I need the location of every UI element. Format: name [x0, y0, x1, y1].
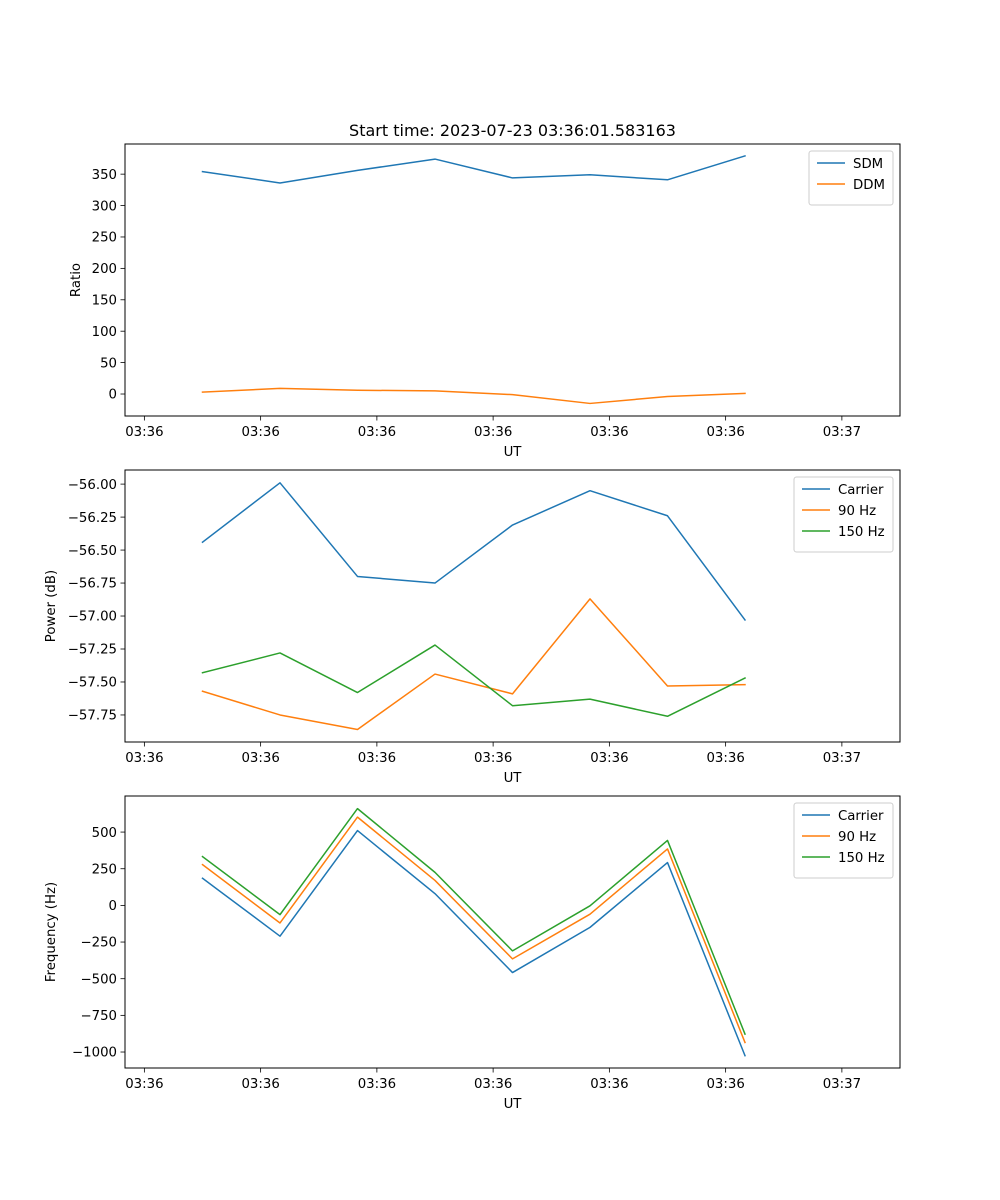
subplot-3: 03:36 03:36 03:36 03:36 03:36 03:36 03:37 −1000…: [44, 795, 901, 1112]
y-tick-label: −57.25: [68, 643, 117, 658]
y-tick-label: 250: [92, 862, 117, 877]
series-line-150-hz: [201, 807, 746, 1036]
x-tick-label: 03:36: [474, 425, 512, 440]
x-tick-label: 03:37: [823, 1077, 861, 1092]
legend: Carrier 90 Hz 150 Hz: [793, 476, 894, 553]
y-tick-label: 50: [100, 356, 117, 371]
x-tick-label: 03:37: [823, 751, 861, 766]
subplot-1: 03:36 03:36 03:36 03:36 03:36 03:36 03:37 0 50 10…: [69, 143, 901, 460]
legend-frame: [793, 802, 894, 879]
x-tick-label: 03:36: [125, 751, 163, 766]
legend-label: 150 Hz: [838, 525, 885, 540]
series-line-150-hz: [201, 644, 747, 718]
x-tick-label: 03:36: [474, 751, 512, 766]
chart-title: Start time: 2023-07-23 03:36:01.583163: [349, 121, 676, 140]
y-axis-label: Power (dB): [44, 570, 59, 642]
y-tick-label: −57.00: [68, 610, 117, 625]
y-tick-label: 250: [92, 231, 117, 246]
legend-label: DDM: [853, 178, 885, 193]
legend-frame: [793, 476, 894, 553]
y-tick-label: −57.75: [68, 709, 117, 724]
series-line-sdm: [201, 155, 746, 184]
series-line-carrier: [201, 829, 746, 1057]
x-tick-label: 03:36: [590, 1077, 628, 1092]
axes-frame: [124, 795, 901, 1069]
y-tick-label: −56.25: [68, 511, 117, 526]
y-axis-label: Frequency (Hz): [44, 882, 59, 982]
x-tick-label: 03:36: [125, 1077, 163, 1092]
x-tick-label: 03:36: [590, 425, 628, 440]
legend-label: Carrier: [838, 483, 884, 498]
y-tick-label: 300: [92, 199, 117, 214]
x-tick-label: 03:36: [358, 425, 396, 440]
x-axis-label: UT: [504, 771, 523, 786]
y-tick-label: 200: [92, 262, 117, 277]
y-tick-label: −56.00: [68, 478, 117, 493]
subplots: 03:36 03:36 03:36 03:36 03:36 03:36 03:37 0 50 10…: [44, 143, 901, 1112]
legend: SDM DDM: [808, 150, 894, 206]
series-line-90-hz: [201, 598, 746, 731]
legend-label: SDM: [853, 157, 883, 172]
y-tick-label: 0: [109, 388, 117, 403]
x-axis-label: UT: [504, 1097, 523, 1112]
axes-frame: [124, 143, 901, 417]
y-tick-label: −250: [80, 936, 117, 951]
y-tick-label: −56.75: [68, 577, 117, 592]
x-tick-label: 03:36: [241, 1077, 279, 1092]
x-tick-label: 03:36: [706, 425, 744, 440]
x-tick-label: 03:36: [474, 1077, 512, 1092]
series-line-ddm: [201, 387, 746, 405]
legend-frame: [808, 150, 894, 206]
y-tick-label: −56.50: [68, 544, 117, 559]
x-tick-label: 03:36: [358, 751, 396, 766]
x-tick-label: 03:36: [590, 751, 628, 766]
x-tick-label: 03:36: [706, 1077, 744, 1092]
y-tick-label: 150: [92, 293, 117, 308]
legend-label: 150 Hz: [838, 851, 885, 866]
y-tick-label: 500: [92, 826, 117, 841]
legend-label: 90 Hz: [838, 504, 876, 519]
axes-frame: [124, 469, 901, 743]
x-axis-label: UT: [504, 445, 523, 460]
x-tick-label: 03:36: [358, 1077, 396, 1092]
y-tick-label: 0: [109, 899, 117, 914]
y-tick-label: −750: [80, 1009, 117, 1024]
y-tick-label: −500: [80, 972, 117, 987]
legend-label: Carrier: [838, 809, 884, 824]
x-tick-label: 03:36: [706, 751, 744, 766]
series-line-carrier: [201, 482, 747, 622]
subplot-2: 03:36 03:36 03:36 03:36 03:36 03:36 03:37 −57.7…: [44, 469, 901, 786]
legend-label: 90 Hz: [838, 830, 876, 845]
y-tick-label: −57.50: [68, 676, 117, 691]
y-tick-label: 100: [92, 325, 117, 340]
x-tick-label: 03:37: [823, 425, 861, 440]
legend: Carrier 90 Hz 150 Hz: [793, 802, 894, 879]
x-tick-label: 03:36: [125, 425, 163, 440]
y-tick-label: 350: [92, 168, 117, 183]
y-axis-label: Ratio: [69, 263, 84, 297]
y-tick-label: −1000: [72, 1046, 117, 1061]
series-line-90-hz: [201, 816, 746, 1044]
x-tick-label: 03:36: [241, 751, 279, 766]
x-tick-label: 03:36: [241, 425, 279, 440]
